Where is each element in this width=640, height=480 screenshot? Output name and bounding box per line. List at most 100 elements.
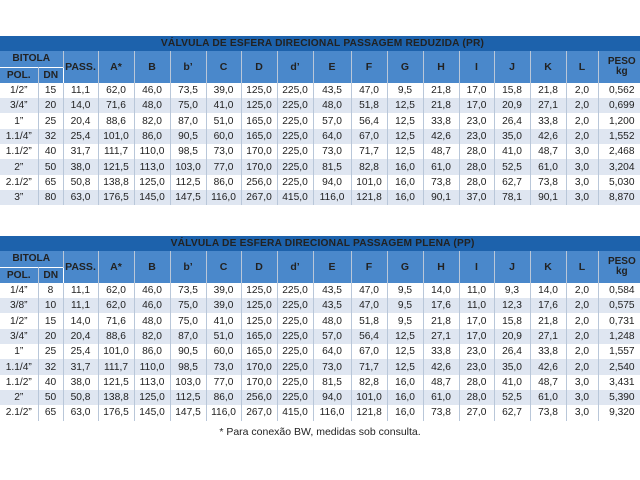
table-cell: 86,0 [134,128,171,145]
table-cell: 3” [0,189,39,206]
table-cell: 12,5 [387,144,424,160]
table-cell: 16,0 [387,189,424,206]
table-cell: 11,1 [63,282,99,299]
table-cell: 40 [38,144,64,160]
table-cell: 121,5 [98,374,135,390]
table-cell: 2,0 [566,313,599,329]
table-cell: 81,5 [313,374,352,390]
column-header: H [423,51,460,83]
table-cell: 47,0 [351,282,388,299]
table-cell: 87,0 [170,328,207,345]
table-cell: 62,0 [98,82,135,99]
table-cell: 165,0 [241,128,278,145]
table-cell: 27,1 [530,98,567,114]
table-cell: 2,0 [566,359,599,375]
table-cell: 47,0 [351,82,388,99]
table-cell: 3/4” [0,98,39,114]
table-cell: 125,0 [241,282,278,299]
table-cell: 82,0 [134,328,171,345]
header-dn: DN [38,66,63,83]
table-cell: 170,0 [241,359,278,375]
table-cell: 225,0 [277,298,314,314]
table-cell: 165,0 [241,113,278,129]
column-header: G [387,251,424,283]
table-cell: 77,0 [206,159,242,175]
peso-label: PESO [607,256,636,268]
table-cell: 25,4 [63,128,99,145]
table-cell: 8 [38,282,64,299]
table-cell: 51,8 [351,313,388,329]
table-cell: 225,0 [277,389,314,406]
table-cell: 170,0 [241,159,278,175]
table-cell: 1” [0,113,39,129]
table-cell: 103,0 [170,159,207,175]
table-row: 2” 50 38,0 121,5 113,0 103,0 77,0 170,0 225,0 81,… [0,159,640,175]
footnote: * Para conexão BW, medidas sob consulta. [219,426,421,438]
table-cell: 2,0 [566,298,599,314]
table-cell: 16,0 [387,159,424,175]
table-row: 2.1/2” 65 50,8 138,8 125,0 112,5 86,0 256,0 225,… [0,174,640,190]
table-cell: 42,6 [530,128,567,145]
column-header: J [494,251,531,283]
table-cell: 56,4 [351,328,388,345]
table-cell: 101,0 [98,344,135,360]
table-cell: 80 [38,189,64,206]
column-header: d’ [277,251,314,283]
table-cell: 46,0 [134,298,171,314]
table-cell: 170,0 [241,144,278,160]
table-cell: 27,1 [530,328,567,345]
table-cell: 51,0 [206,328,242,345]
table-cell: 225,0 [277,113,314,129]
table-cell: 3,0 [566,144,599,160]
peso-unit: kg [616,266,628,278]
table-cell: 60,0 [206,128,242,145]
column-header: C [206,51,242,83]
column-header: E [313,251,352,283]
table-cell: 35,0 [494,359,531,375]
table-cell: 71,6 [98,313,135,329]
table-cell: 3,0 [566,405,599,421]
table-cell: 25 [38,113,64,129]
table-cell: 2” [0,389,39,406]
table-cell: 1.1/4” [0,359,39,375]
table-row: 3” 80 63,0 176,5 145,0 147,5 116,0 267,0 415,0 11… [0,189,640,206]
table-cell: 41,0 [494,144,531,160]
table-cell: 63,0 [63,189,99,206]
table-cell: 98,5 [170,144,207,160]
column-header: A* [98,251,135,283]
table-row: 1.1/4” 32 31,7 111,7 110,0 98,5 73,0 170,0 225,0… [0,359,640,375]
table-cell: 64,0 [313,128,352,145]
table-cell: 125,0 [241,298,278,314]
table-cell: 46,0 [134,282,171,299]
table-cell: 50,8 [63,389,99,406]
table-cell: 0,562 [598,82,640,99]
table-cell: 2,0 [566,128,599,145]
table-cell: 71,7 [351,144,388,160]
table-cell: 33,8 [423,113,460,129]
table-row: 1” 25 20,4 88,6 82,0 87,0 51,0 165,0 225,0 57,0 56… [0,113,640,129]
column-header: G [387,51,424,83]
table-cell: 86,0 [206,174,242,190]
table-cell: 23,0 [459,128,495,145]
table-cell: 116,0 [313,189,352,206]
table-cell: 170,0 [241,374,278,390]
column-header: K [530,51,567,83]
table-title: VÁLVULA DE ESFERA DIRECIONAL PASSAGEM RE… [0,36,640,52]
header-pol: POL. [0,266,39,283]
table-cell: 94,0 [313,174,352,190]
header-peso: PESO kg [598,51,640,83]
table-cell: 20,9 [494,328,531,345]
table-cell: 165,0 [241,328,278,345]
table-cell: 33,8 [423,344,460,360]
table-cell: 3,0 [566,189,599,206]
table-cell: 2,0 [566,282,599,299]
table-cell: 16,0 [387,405,424,421]
table-cell: 47,0 [351,298,388,314]
table-cell: 52,5 [494,389,531,406]
table-cell: 12,5 [387,113,424,129]
table-cell: 40 [38,374,64,390]
table-cell: 110,0 [134,359,171,375]
table-cell: 3,204 [598,159,640,175]
table-cell: 21,8 [530,313,567,329]
